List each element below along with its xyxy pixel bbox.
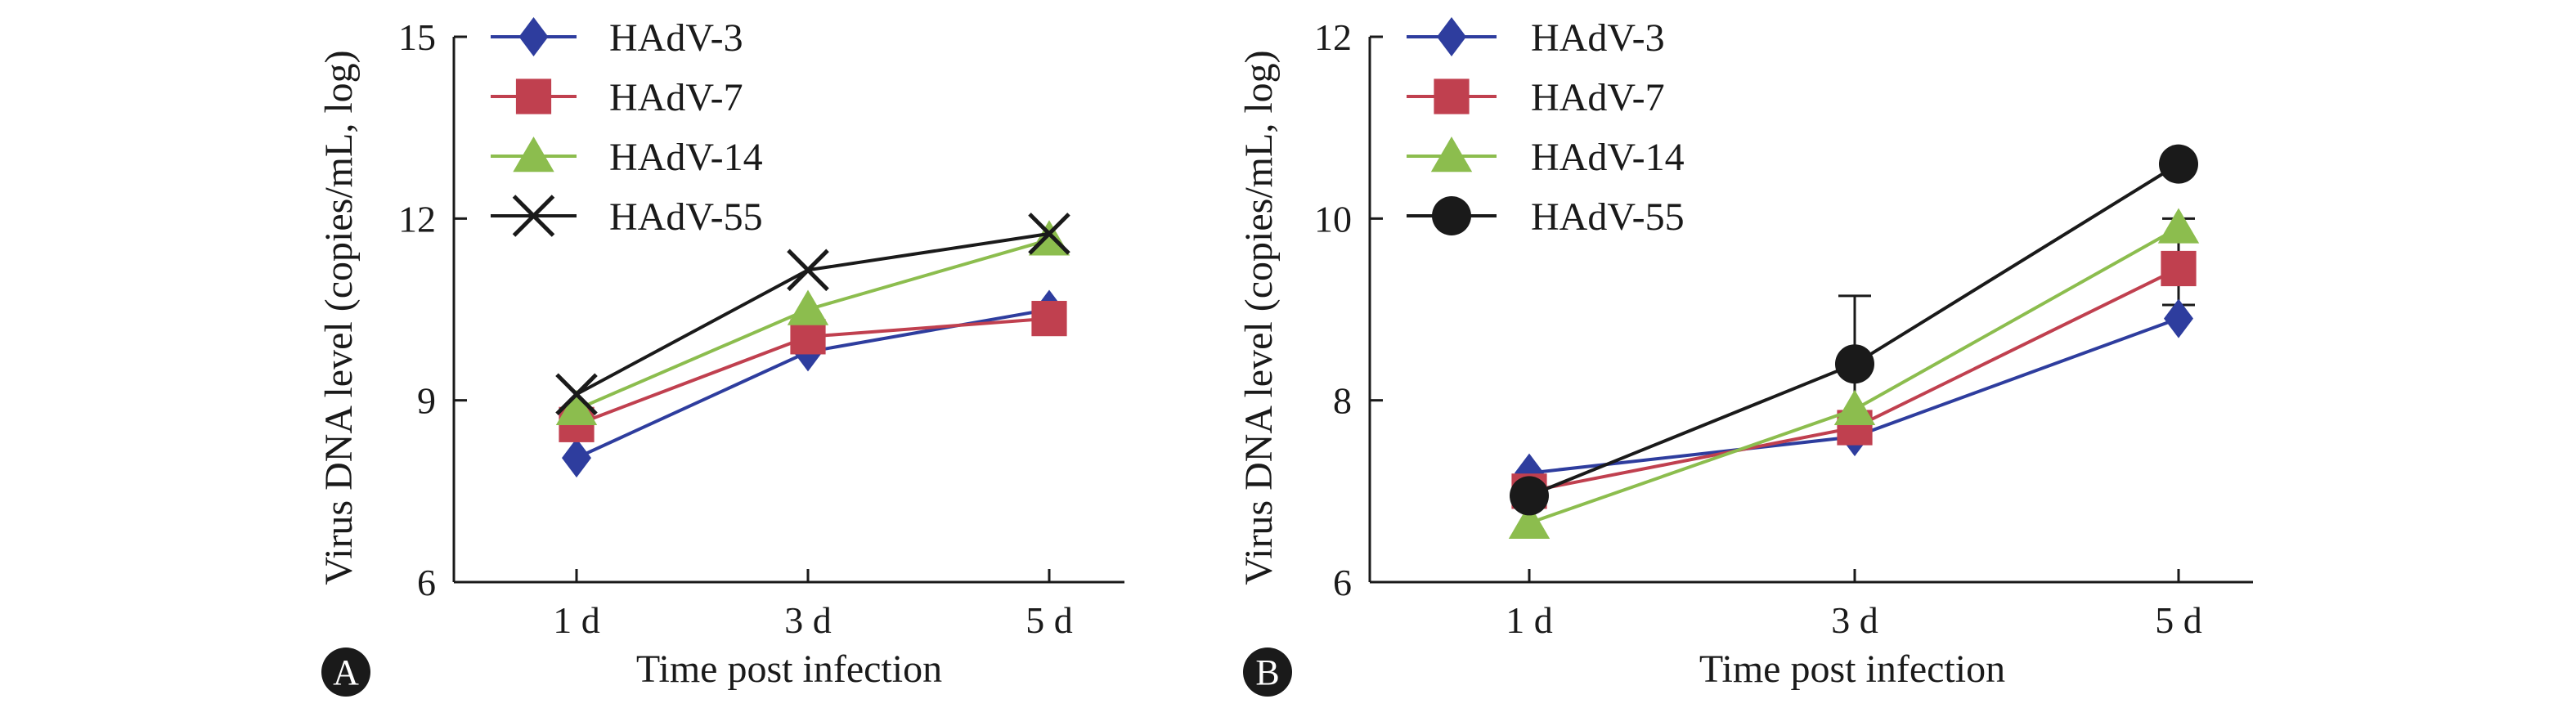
data-point: [787, 249, 829, 292]
data-point: [2164, 298, 2193, 338]
marker-stroke: [1028, 213, 1070, 255]
y-tick-label: 8: [1333, 380, 1352, 422]
legend-marker: [1437, 17, 1466, 56]
panel-badge: [1243, 648, 1292, 697]
data-point: [562, 438, 591, 478]
legend-label: HAdV-55: [1531, 195, 1685, 239]
data-point: [2157, 208, 2200, 244]
y-tick-label: 12: [1314, 16, 1352, 58]
legend: HAdV-3 HAdV-7 HAdV-14 HAdV-55: [1407, 16, 1685, 239]
series-hadv-14: [1508, 208, 2200, 539]
legend-label: HAdV-7: [1531, 76, 1665, 119]
chart-panel-b: 6 8 10 12 1 d 3 d 5 d Time post infection Virus …: [1237, 16, 2253, 697]
series-hadv-55: [1510, 144, 2198, 516]
legend-item: HAdV-3: [491, 16, 743, 60]
legend-item: HAdV-7: [1407, 76, 1665, 119]
panel-letter: B: [1255, 652, 1279, 692]
y-axis-title: Virus DNA level (copies/mL, log): [1237, 50, 1281, 585]
error-bars: [1838, 217, 2195, 434]
y-tick-label: 10: [1314, 198, 1352, 240]
panel-letter: A: [333, 652, 359, 692]
data-point: [1833, 389, 1876, 425]
marker-stroke: [787, 249, 829, 292]
x-axis-title: Time post infection: [1699, 648, 2005, 691]
data-point: [787, 289, 829, 325]
legend-marker: [1430, 137, 1473, 173]
x-axis-title: Time post infection: [636, 648, 942, 691]
y-tick-label: 15: [398, 16, 436, 58]
legend-item: HAdV-55: [1407, 195, 1685, 239]
y-axis-title: Virus DNA level (copies/mL, log): [317, 50, 361, 585]
legend-marker: [1432, 196, 1471, 235]
data-point: [1510, 476, 1549, 516]
data-point: [1028, 213, 1070, 255]
data-point: [555, 389, 598, 425]
legend-label: HAdV-55: [609, 195, 763, 239]
marker-stroke: [512, 195, 555, 237]
legend-label: HAdV-7: [609, 76, 743, 119]
chart-panel-a: 6 9 12 15 1 d 3 d 5 d Time post infection Virus …: [317, 16, 1124, 697]
data-point: [555, 373, 598, 416]
y-tick-label: 6: [1333, 562, 1352, 603]
legend-item: HAdV-3: [1407, 16, 1665, 60]
panel-badge: [321, 648, 370, 697]
data-point: [1835, 344, 1874, 384]
x-tick-label: 3 d: [1831, 599, 1878, 641]
data-point: [1031, 301, 1067, 337]
x-tick-label: 1 d: [553, 599, 600, 641]
y-tick-label: 6: [417, 562, 436, 603]
legend-marker: [512, 195, 555, 237]
y-tick-label: 9: [417, 380, 436, 422]
x-tick-label: 1 d: [1506, 599, 1553, 641]
data-point: [2161, 250, 2197, 287]
legend-label: HAdV-14: [609, 136, 763, 179]
marker-stroke: [555, 373, 598, 416]
y-tick-label: 12: [398, 198, 436, 240]
legend-marker: [518, 17, 549, 56]
legend-item: HAdV-14: [1407, 136, 1685, 179]
legend-label: HAdV-3: [609, 16, 743, 60]
legend-label: HAdV-14: [1531, 136, 1685, 179]
data-point: [2159, 144, 2198, 184]
legend-marker: [1434, 78, 1470, 114]
x-tick-label: 5 d: [2155, 599, 2202, 641]
legend-label: HAdV-3: [1531, 16, 1665, 60]
legend-item: HAdV-14: [491, 136, 763, 179]
x-tick-label: 5 d: [1025, 599, 1073, 641]
legend-marker: [513, 137, 554, 173]
legend-item: HAdV-7: [491, 76, 743, 119]
legend-marker: [515, 78, 552, 114]
data-point: [1508, 503, 1551, 539]
legend-item: HAdV-55: [491, 195, 763, 239]
series-hadv-55: [555, 213, 1070, 416]
x-tick-label: 3 d: [784, 599, 832, 641]
legend: HAdV-3 HAdV-7 HAdV-14 HAdV-55: [491, 16, 763, 239]
